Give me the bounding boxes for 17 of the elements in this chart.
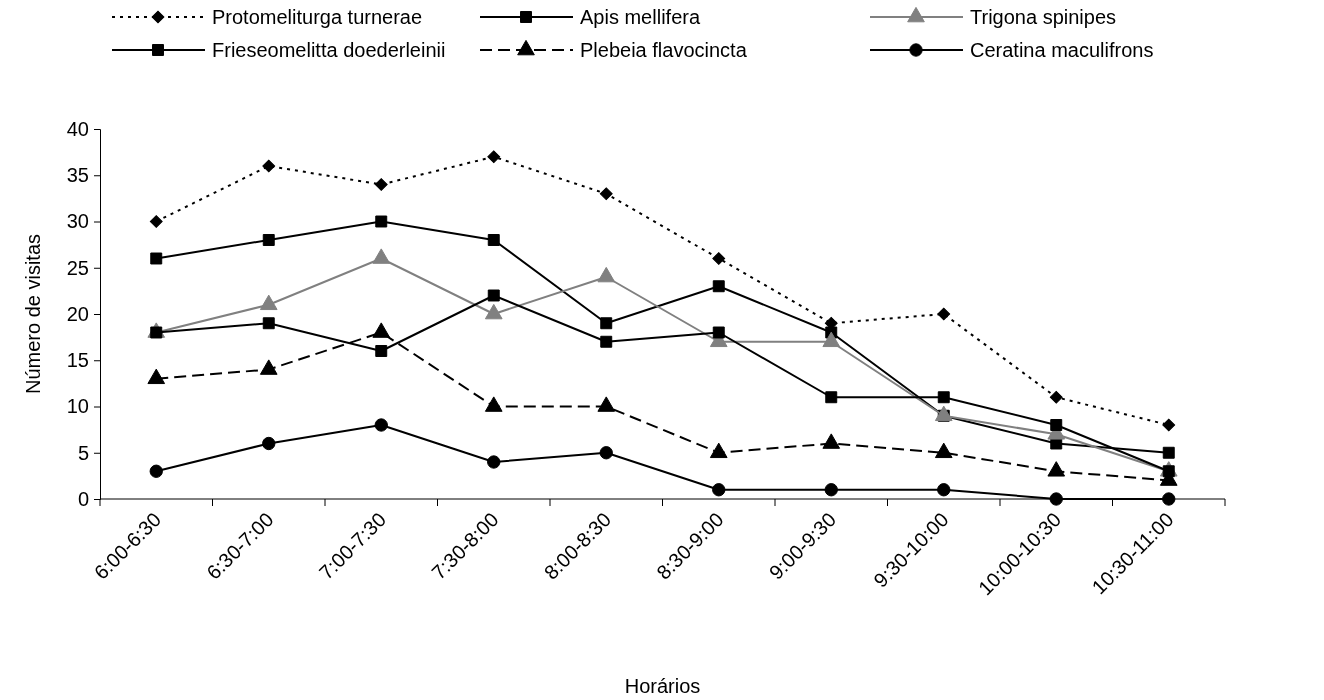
- y-tick-label: 0: [77, 487, 89, 510]
- legend-label: Ceratina maculifrons: [970, 39, 1154, 61]
- y-tick-label: 15: [66, 349, 89, 372]
- y-tick-label: 25: [66, 256, 89, 279]
- legend-label: Trigona spinipes: [970, 6, 1117, 28]
- legend-label: Protomeliturga turnerae: [212, 6, 423, 28]
- x-axis-title: Horários: [624, 675, 701, 697]
- y-tick-label: 10: [66, 395, 89, 418]
- legend-label: Plebeia flavocincta: [580, 39, 748, 61]
- y-tick-label: 40: [66, 117, 89, 140]
- y-axis-title: Número de visitas: [22, 233, 44, 395]
- y-tick-label: 35: [66, 164, 89, 187]
- y-tick-label: 20: [66, 302, 89, 325]
- legend-label: Apis mellifera: [580, 6, 701, 28]
- legend-label: Frieseomelitta doederleinii: [212, 39, 446, 61]
- y-tick-label: 30: [66, 210, 89, 233]
- y-tick-label: 5: [77, 441, 89, 464]
